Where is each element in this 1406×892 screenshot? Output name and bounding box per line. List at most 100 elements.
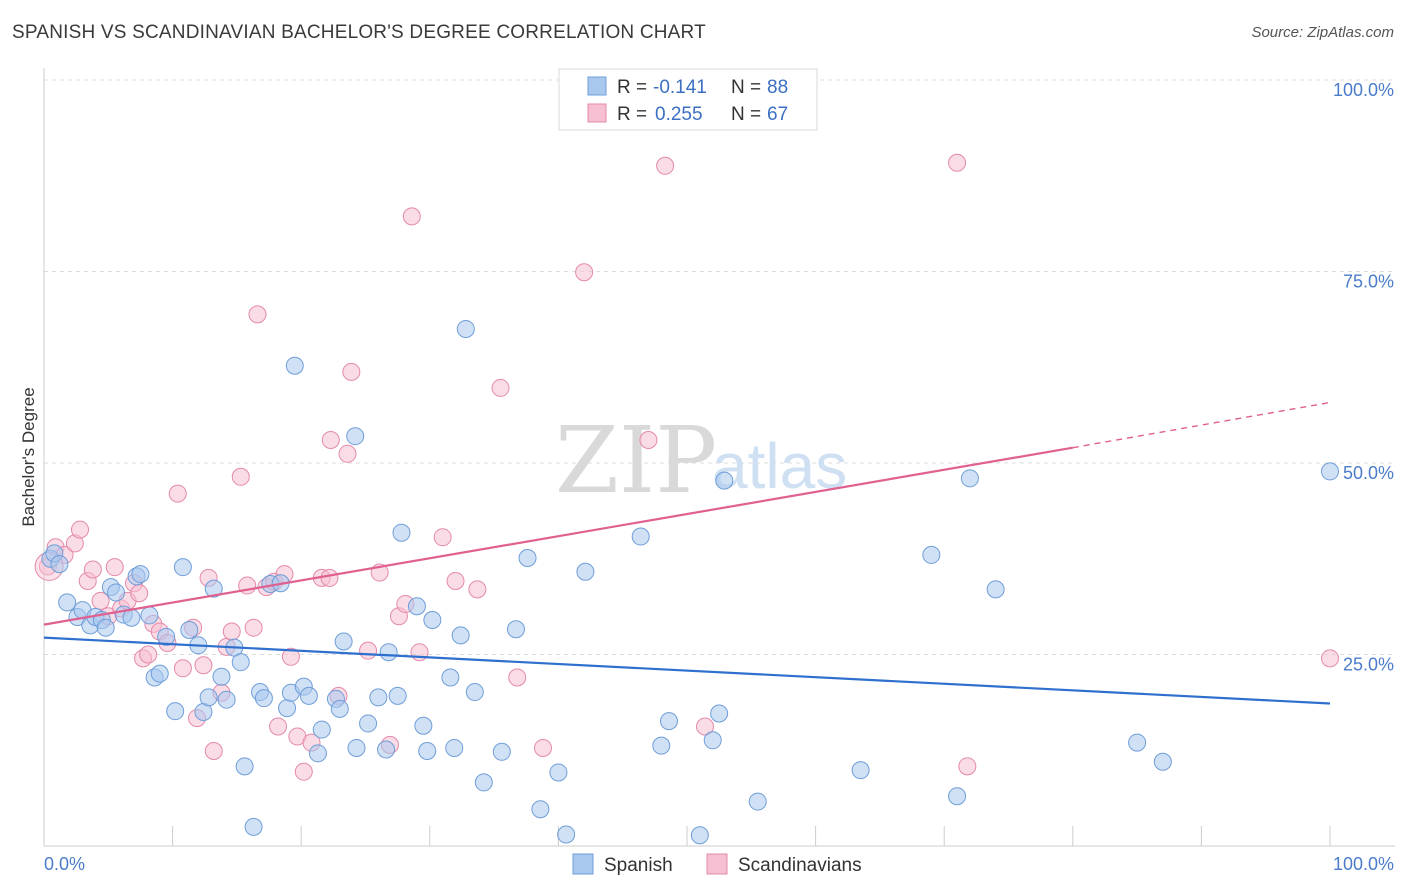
scandinavians-point-9 <box>105 558 124 577</box>
series-legend-label-spanish: Spanish <box>604 855 673 876</box>
scandinavians-point-52 <box>402 207 421 226</box>
spanish-point-59 <box>441 668 460 687</box>
scandinavians-point-23 <box>194 656 213 675</box>
legend-r-value-spanish: -0.141 <box>653 77 707 98</box>
spanish-point-26 <box>204 579 223 598</box>
chart-title: SPANISH VS SCANDINAVIAN BACHELOR'S DEGRE… <box>12 22 706 43</box>
spanish-point-81 <box>922 545 941 564</box>
series-legend-swatch-scandinavians <box>706 853 728 875</box>
scandinavians-point-25 <box>204 742 223 761</box>
spanish-point-16 <box>140 606 159 625</box>
spanish-point-79 <box>748 792 767 811</box>
series-legend-swatch-spanish <box>572 853 594 875</box>
scandinavians-point-19 <box>168 484 187 503</box>
spanish-point-66 <box>506 620 525 639</box>
spanish-point-42 <box>308 744 327 763</box>
scandinavians-trend-line <box>43 446 1073 626</box>
scandinavians-point-57 <box>491 378 510 397</box>
spanish-point-51 <box>379 643 398 662</box>
source-label: Source: ZipAtlas.com <box>1251 24 1394 41</box>
scandinavians-point-56 <box>468 580 487 599</box>
scandinavians-point-61 <box>639 431 658 450</box>
spanish-point-77 <box>710 704 729 723</box>
scandinavians-point-45 <box>338 444 357 463</box>
spanish-point-80 <box>851 761 870 780</box>
spanish-point-76 <box>703 731 722 750</box>
watermark-zip: ZIP <box>555 407 717 514</box>
spanish-point-20 <box>166 702 185 721</box>
scandinavians-point-63 <box>696 717 715 736</box>
spanish-point-47 <box>346 427 365 446</box>
scandinavians-point-54 <box>433 528 452 547</box>
spanish-point-85 <box>1128 733 1147 752</box>
stats-legend: R = -0.141 N = 88 R = 0.255 N = 67 <box>558 68 818 131</box>
spanish-point-60 <box>445 738 464 757</box>
spanish-point-86 <box>1153 752 1172 771</box>
spanish-point-37 <box>278 699 297 718</box>
spanish-point-31 <box>235 757 254 776</box>
spanish-point-54 <box>392 523 411 542</box>
scandinavians-trend-extension <box>1072 401 1331 449</box>
spanish-point-41 <box>299 686 318 705</box>
spanish-point-70 <box>557 825 576 844</box>
y-tick-label-1: 50.0% <box>1343 463 1394 483</box>
scandinavians-point-62 <box>656 156 675 175</box>
spanish-point-15 <box>131 565 150 584</box>
scandinavians-point-65 <box>958 757 977 776</box>
scandinavians-point-55 <box>446 571 465 590</box>
grid-lines <box>44 79 1395 655</box>
spanish-point-34 <box>254 689 273 708</box>
spanish-point-11 <box>107 583 126 602</box>
scandinavians-point-29 <box>231 467 250 486</box>
spanish-point-75 <box>690 826 709 845</box>
spanish-point-83 <box>960 469 979 488</box>
scandinavians-point-28 <box>222 622 241 641</box>
legend-r-label-scandinavians: R = <box>617 104 647 125</box>
scandinavians-point-66 <box>1321 649 1339 668</box>
spanish-point-48 <box>347 738 366 757</box>
scandinavians-point-64 <box>948 153 967 172</box>
y-axis-label: Bachelor's Degree <box>19 387 38 526</box>
spanish-point-67 <box>518 548 537 567</box>
spanish-point-27 <box>212 667 231 686</box>
spanish-point-45 <box>330 699 349 718</box>
trend-lines <box>43 401 1331 705</box>
y-tick-label-0: 25.0% <box>1343 655 1394 675</box>
spanish-point-30 <box>231 653 250 672</box>
spanish-point-22 <box>180 620 199 639</box>
spanish-point-25 <box>199 688 218 707</box>
scandinavians-point-6 <box>83 560 102 579</box>
spanish-point-53 <box>388 686 407 705</box>
spanish-point-84 <box>986 580 1005 599</box>
legend-n-value-scandinavians: 67 <box>767 104 788 125</box>
scandinavians-point-58 <box>508 668 527 687</box>
scandinavians-point-39 <box>294 762 313 781</box>
spanish-point-73 <box>652 736 671 755</box>
spanish-point-72 <box>631 527 650 546</box>
spanish-point-55 <box>407 597 426 616</box>
spanish-point-39 <box>285 356 304 375</box>
scandinavians-point-32 <box>248 305 267 324</box>
spanish-point-71 <box>576 562 595 581</box>
scandinavians-point-42 <box>320 568 339 587</box>
scandinavians-point-59 <box>533 738 552 757</box>
watermark-atlas: atlas <box>712 430 847 502</box>
legend-r-value-scandinavians: 0.255 <box>655 104 703 125</box>
legend-n-label-scandinavians: N = <box>731 104 761 125</box>
spanish-point-28 <box>217 690 236 709</box>
spanish-point-43 <box>312 720 331 739</box>
spanish-point-50 <box>369 688 388 707</box>
spanish-point-62 <box>456 319 475 338</box>
spanish-point-78 <box>715 471 734 490</box>
spanish-point-68 <box>531 800 550 819</box>
spanish-point-87 <box>1321 462 1339 481</box>
spanish-point-61 <box>451 626 470 645</box>
spanish-point-18 <box>150 664 169 683</box>
scandinavians-point-20 <box>173 659 192 678</box>
y-tick-label-2: 75.0% <box>1343 272 1394 292</box>
legend-r-label-spanish: R = <box>617 77 647 98</box>
legend-n-value-spanish: 88 <box>767 77 788 98</box>
series-spanish-points <box>41 319 1339 845</box>
scandinavians-point-43 <box>321 431 340 450</box>
